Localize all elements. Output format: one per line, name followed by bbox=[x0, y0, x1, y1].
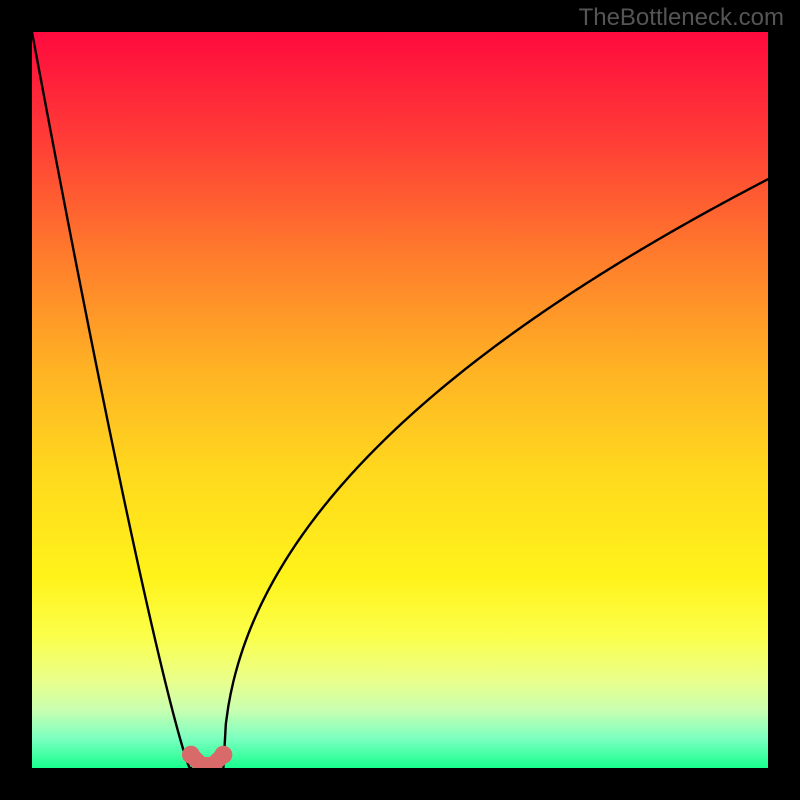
watermark-text: TheBottleneck.com bbox=[579, 4, 784, 32]
plot-area bbox=[32, 32, 768, 768]
heat-gradient-background bbox=[32, 32, 768, 768]
outer-frame: TheBottleneck.com bbox=[0, 0, 800, 800]
